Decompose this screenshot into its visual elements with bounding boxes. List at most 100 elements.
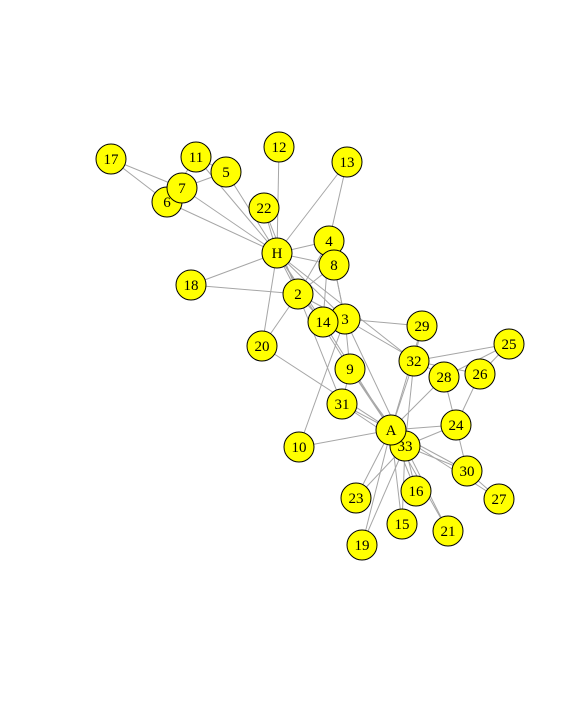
node-label: 16 [409,484,425,500]
node-circle [334,353,366,385]
edge-20-A [261,345,392,431]
node-label: 25 [502,337,517,353]
edge-19-A [361,429,392,546]
node-circle [406,310,438,342]
node-15: 15 [386,508,418,540]
node-label: 29 [415,319,430,335]
node-label: 4 [325,234,333,250]
node-14: 14 [307,306,339,338]
node-12: 12 [263,131,295,163]
node-label: 27 [492,492,508,508]
node-circle [263,131,295,163]
node-circle [283,431,315,463]
node-circle [398,345,430,377]
node-circle [95,143,127,175]
node-label: 9 [346,362,354,378]
node-label: 17 [104,152,120,168]
edge-H-7 [181,187,278,254]
node-23: 23 [340,482,372,514]
node-circle [248,192,280,224]
node-circle [261,237,293,269]
node-label: 20 [255,339,270,355]
edge-H-12 [276,146,280,254]
node-circle [180,141,212,173]
node-label: 31 [335,397,350,413]
node-circle [386,508,418,540]
node-7: 7 [166,172,198,204]
node-9: 9 [334,353,366,385]
node-10: 10 [283,431,315,463]
node-circle [428,361,460,393]
edge-29-A [390,325,423,431]
edge-H-6 [166,201,278,254]
node-label: 30 [460,464,475,480]
node-32: 32 [398,345,430,377]
node-28: 28 [428,361,460,393]
node-label: 12 [272,140,287,156]
node-circle [307,306,339,338]
node-H: H [261,237,293,269]
node-label: 3 [341,312,349,328]
node-circle [483,483,515,515]
node-circle [440,409,472,441]
node-16: 16 [400,475,432,507]
node-label: H [272,246,283,262]
node-2: 2 [282,278,314,310]
node-circle [493,328,525,360]
node-5: 5 [210,156,242,188]
node-21: 21 [432,515,464,547]
node-30: 30 [451,455,483,487]
node-19: 19 [346,529,378,561]
node-label: A [386,423,397,439]
node-11: 11 [180,141,212,173]
node-circle [210,156,242,188]
node-A: A [375,414,407,446]
nodes-layer: H234567891011121314151617181920212223242… [95,131,525,561]
node-label: 6 [163,195,171,211]
node-circle [166,172,198,204]
node-18: 18 [175,269,207,301]
node-circle [464,358,496,390]
node-label: 18 [184,278,199,294]
node-17: 17 [95,143,127,175]
node-label: 24 [449,418,465,434]
node-label: 26 [473,367,489,383]
node-circle [375,414,407,446]
node-label: 32 [407,354,422,370]
node-27: 27 [483,483,515,515]
node-label: 15 [395,517,410,533]
node-26: 26 [464,358,496,390]
node-31: 31 [326,388,358,420]
edge-10-A [298,429,392,448]
node-label: 2 [294,287,302,303]
node-circle [331,146,363,178]
node-label: 21 [441,524,456,540]
node-label: 7 [178,181,186,197]
node-circle [432,515,464,547]
edge-2-18 [190,284,299,295]
node-20: 20 [246,330,278,362]
node-label: 22 [257,201,272,217]
node-circle [400,475,432,507]
edge-H-20 [261,252,278,347]
node-circle [451,455,483,487]
node-circle [326,388,358,420]
node-24: 24 [440,409,472,441]
node-label: 13 [340,155,355,171]
node-label: 14 [316,315,332,331]
edge-3-10 [298,318,346,448]
node-label: 5 [222,165,230,181]
edge-19-33 [361,445,406,546]
node-label: 33 [398,439,413,455]
node-13: 13 [331,146,363,178]
node-label: 19 [355,538,370,554]
node-29: 29 [406,310,438,342]
node-label: 23 [349,491,364,507]
node-label: 10 [292,440,307,456]
node-circle [175,269,207,301]
edge-H-13 [276,161,348,254]
node-25: 25 [493,328,525,360]
node-8: 8 [318,249,350,281]
node-circle [246,330,278,362]
